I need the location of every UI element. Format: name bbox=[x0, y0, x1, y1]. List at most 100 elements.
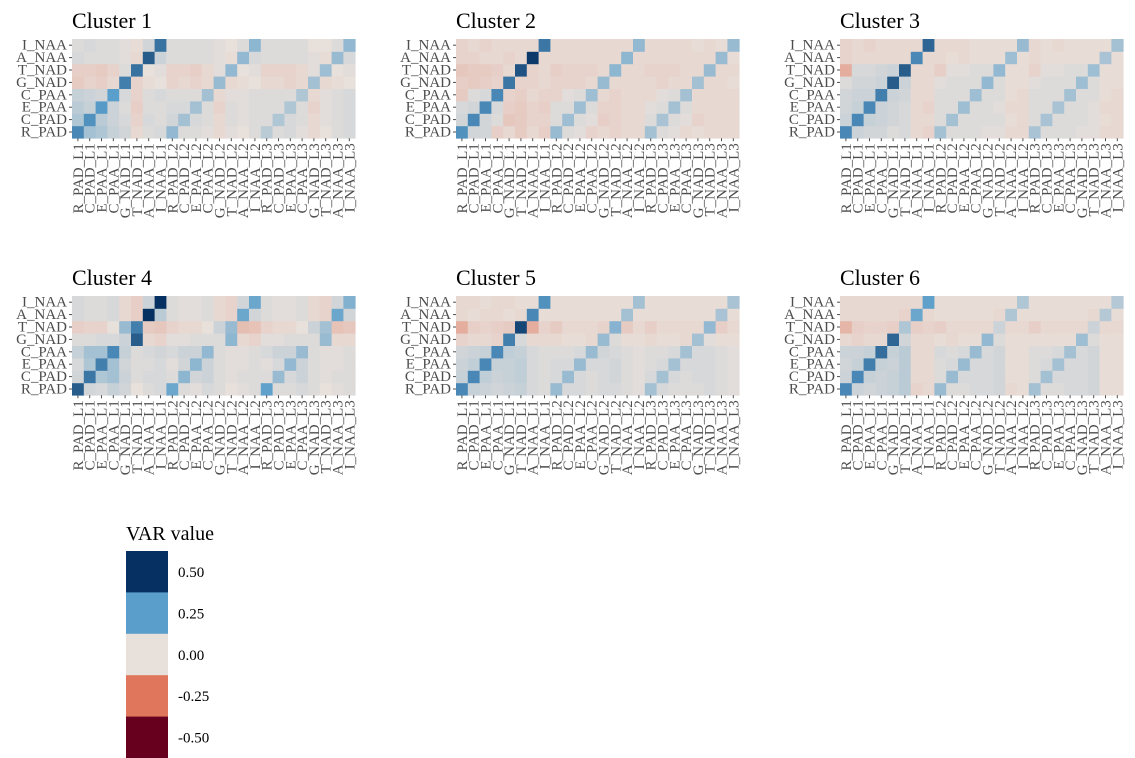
heatmap-cell bbox=[585, 370, 598, 384]
heatmap-cell bbox=[550, 76, 563, 89]
heatmap-cell bbox=[1064, 125, 1077, 139]
heatmap-cell bbox=[703, 76, 716, 89]
heatmap-cell bbox=[83, 333, 96, 346]
heatmap-cell bbox=[644, 51, 657, 65]
heatmap-cell bbox=[319, 88, 332, 102]
heatmap-cell bbox=[284, 308, 297, 322]
col-tick-label: T_NAD_L2 bbox=[608, 400, 624, 473]
heatmap-cell bbox=[668, 39, 681, 52]
row-tick-label: C_PAA bbox=[789, 344, 835, 360]
heatmap-cell bbox=[875, 296, 888, 309]
heatmap-cell bbox=[319, 345, 332, 359]
heatmap-cell bbox=[491, 39, 504, 52]
heatmap-cell bbox=[727, 88, 740, 102]
heatmap-cell bbox=[343, 320, 356, 334]
col-tick-label: T_NAD_L3 bbox=[703, 400, 719, 473]
heatmap-cell bbox=[260, 39, 273, 52]
heatmap-cell bbox=[574, 320, 587, 334]
heatmap-cell bbox=[703, 296, 716, 309]
heatmap-cell bbox=[1099, 113, 1112, 127]
col-tick-label: E_PAA_L2 bbox=[189, 143, 205, 212]
heatmap-cell bbox=[83, 320, 96, 334]
heatmap-cell bbox=[491, 345, 504, 359]
heatmap-cell bbox=[201, 88, 214, 102]
heatmap-cell bbox=[934, 308, 947, 322]
heatmap-cell bbox=[840, 39, 853, 52]
heatmap-cell bbox=[178, 358, 191, 371]
heatmap-cell bbox=[491, 51, 504, 65]
heatmap-cell bbox=[715, 296, 728, 309]
heatmap-cell bbox=[260, 51, 273, 65]
heatmap-cell bbox=[958, 51, 971, 65]
heatmap-cell bbox=[840, 345, 853, 359]
heatmap-cell bbox=[727, 296, 740, 309]
col-tick-label: E_PAA_L3 bbox=[667, 400, 683, 469]
heatmap-cell bbox=[503, 76, 516, 89]
heatmap-cell bbox=[107, 345, 120, 359]
heatmap-cell bbox=[1087, 51, 1100, 65]
heatmap-cell bbox=[621, 320, 634, 334]
heatmap-cell bbox=[621, 345, 634, 359]
heatmap-cell bbox=[574, 76, 587, 89]
heatmap-cell bbox=[296, 51, 309, 65]
heatmap-cell bbox=[237, 345, 250, 359]
heatmap-cell bbox=[1087, 358, 1100, 371]
heatmap-cell bbox=[840, 125, 853, 139]
heatmap-cell bbox=[887, 382, 900, 396]
heatmap-cell bbox=[550, 345, 563, 359]
col-tick-label: I_NAA_L3 bbox=[726, 400, 742, 469]
heatmap-cell bbox=[178, 296, 191, 309]
heatmap-cell bbox=[272, 333, 285, 346]
row-tick-label: T_NAD bbox=[402, 320, 451, 336]
heatmap-cell bbox=[225, 51, 238, 65]
heatmap-cell bbox=[296, 88, 309, 102]
heatmap-cell bbox=[981, 296, 994, 309]
heatmap-cell bbox=[969, 370, 982, 384]
heatmap-cell bbox=[680, 113, 693, 127]
col-tick-label: E_PAA_L1 bbox=[95, 400, 111, 469]
col-tick-label: I_NAA_L1 bbox=[922, 400, 938, 469]
heatmap-cell bbox=[95, 333, 108, 346]
heatmap-cell bbox=[550, 333, 563, 346]
heatmap-cell bbox=[727, 345, 740, 359]
heatmap-cell bbox=[515, 370, 528, 384]
heatmap-cell bbox=[887, 88, 900, 102]
heatmap-cell bbox=[1028, 358, 1041, 371]
heatmap-cell bbox=[308, 39, 321, 52]
heatmap-cell bbox=[644, 370, 657, 384]
heatmap-cell bbox=[1064, 101, 1077, 114]
heatmap-cell bbox=[456, 39, 469, 52]
heatmap-cell bbox=[703, 88, 716, 102]
heatmap-cell bbox=[178, 125, 191, 139]
heatmap-cell bbox=[503, 101, 516, 114]
col-tick-label: R_PAD_L3 bbox=[644, 400, 660, 470]
heatmap-cell bbox=[946, 76, 959, 89]
heatmap-cell bbox=[727, 76, 740, 89]
heatmap-cell bbox=[237, 39, 250, 52]
heatmap-cell bbox=[272, 113, 285, 127]
heatmap-cell bbox=[296, 308, 309, 322]
heatmap-cell bbox=[1028, 308, 1041, 322]
col-tick-label: C_PAD_L2 bbox=[561, 400, 577, 470]
heatmap-cell bbox=[899, 63, 912, 77]
heatmap-cell bbox=[1076, 345, 1089, 359]
heatmap-cell bbox=[851, 63, 864, 77]
heatmap-cell bbox=[887, 51, 900, 65]
heatmap-cell bbox=[922, 88, 935, 102]
col-tick-label: G_NAD_L1 bbox=[502, 143, 518, 218]
heatmap-cell bbox=[550, 51, 563, 65]
heatmap-cell bbox=[656, 296, 669, 309]
heatmap-cell bbox=[922, 76, 935, 89]
heatmap-cell bbox=[95, 88, 108, 102]
heatmap-cell bbox=[491, 308, 504, 322]
heatmap-cell bbox=[1111, 113, 1124, 127]
heatmap-cell bbox=[296, 296, 309, 309]
heatmap-cell bbox=[715, 320, 728, 334]
heatmap-cell bbox=[574, 125, 587, 139]
heatmap-cell bbox=[863, 370, 876, 384]
heatmap-cell bbox=[1017, 125, 1030, 139]
heatmap-cell bbox=[107, 296, 120, 309]
heatmap-cell bbox=[656, 113, 669, 127]
heatmap-cell bbox=[1005, 125, 1018, 139]
heatmap-cell bbox=[296, 101, 309, 114]
